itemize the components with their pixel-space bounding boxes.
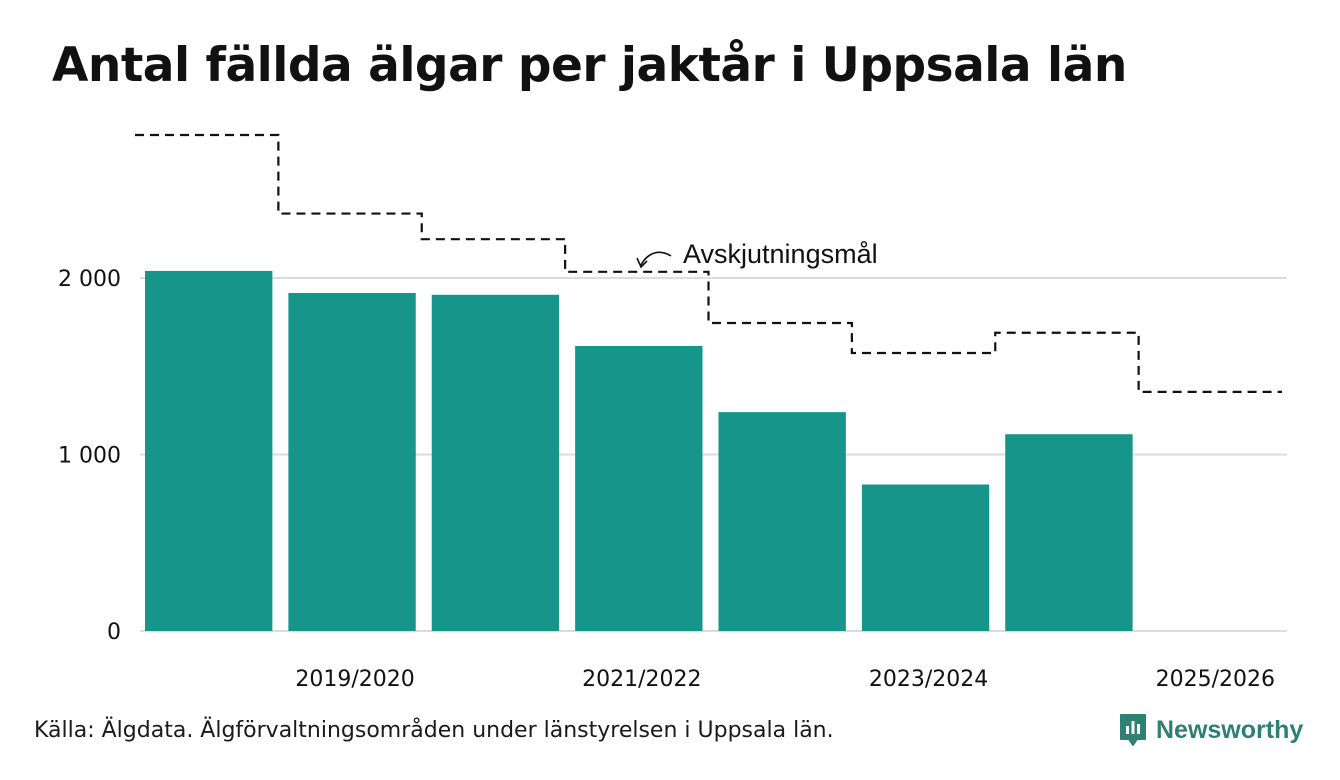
y-tick-label: 2 000 [58, 267, 121, 292]
bar [718, 412, 846, 631]
bar [861, 484, 990, 631]
x-tick-label: 2019/2020 [295, 667, 414, 692]
x-tick-label: 2025/2026 [1156, 667, 1275, 692]
brand-name: Newsworthy [1156, 715, 1304, 744]
x-tick-label: 2023/2024 [869, 667, 988, 692]
newsworthy-logo-icon [1120, 714, 1146, 746]
target-step-line [135, 133, 1282, 393]
target-annotation-label: Avskjutningsmål [683, 239, 878, 269]
source-note: Källa: Älgdata. Älgförvaltningsområden u… [34, 718, 834, 743]
chart-title: Antal fällda älgar per jaktår i Uppsala … [52, 38, 1127, 93]
brand: Newsworthy [1118, 712, 1303, 748]
bar [145, 270, 273, 631]
bar [575, 345, 703, 631]
annotation-arrow [640, 251, 672, 266]
bar [431, 294, 560, 631]
target-line [135, 133, 1282, 393]
annotation-arrowhead [636, 257, 648, 269]
bars [145, 270, 1133, 631]
x-tick-label: 2021/2022 [582, 667, 701, 692]
target-annotation: Avskjutningsmål [636, 239, 878, 269]
axis-labels: 0 1 000 2 000 2019/2020 2021/2022 2023/2024 20… [58, 267, 1275, 692]
bar [1005, 434, 1133, 631]
y-tick-label: 1 000 [58, 444, 121, 469]
y-tick-label: 0 [107, 620, 121, 645]
bar [288, 293, 416, 631]
